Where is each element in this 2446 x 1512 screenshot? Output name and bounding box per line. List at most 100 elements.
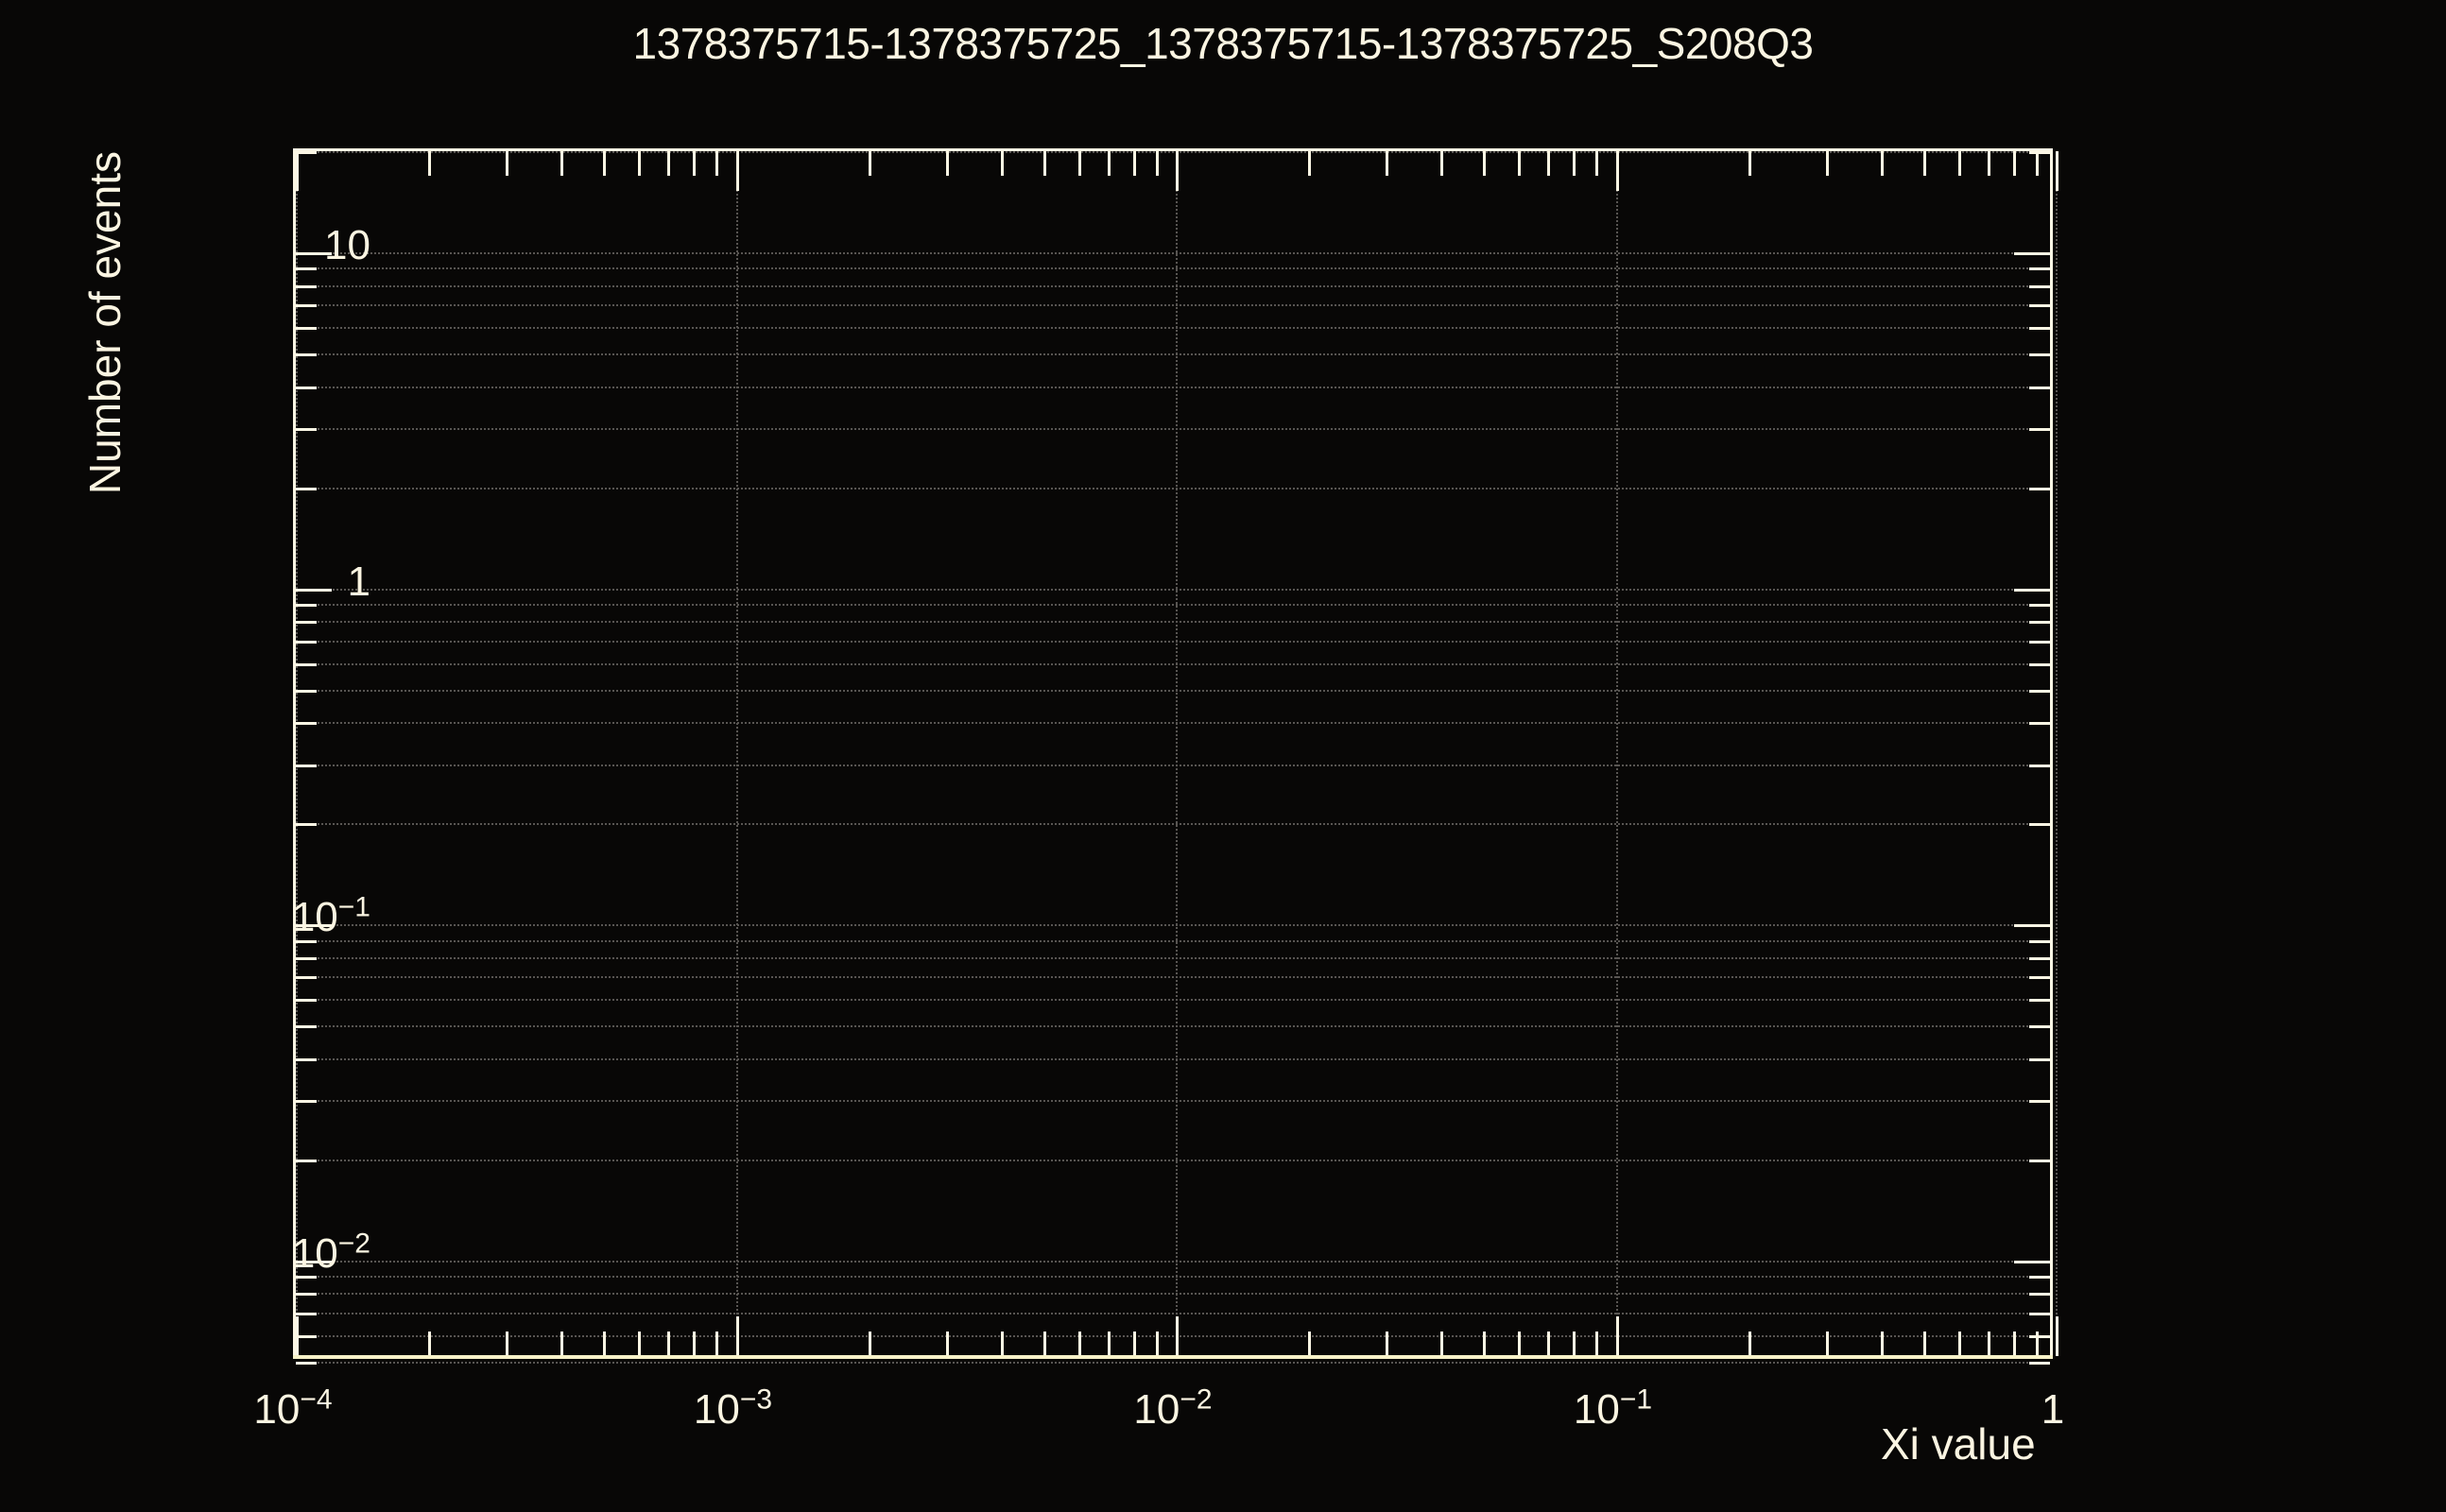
y-tick-minor [296, 1276, 317, 1280]
y-tick-minor [296, 689, 317, 693]
x-tick-minor-top [1748, 151, 1751, 176]
x-tick-minor-top [1440, 151, 1444, 176]
y-tick-major [296, 588, 332, 592]
y-tick-minor-right [2029, 1276, 2050, 1280]
x-tick-minor [1825, 1332, 1829, 1356]
y-tick-minor [296, 956, 317, 960]
y-tick-minor [296, 151, 317, 154]
gridline-horizontal [296, 353, 2050, 356]
x-tick-minor [868, 1332, 871, 1356]
gridline-horizontal [296, 1362, 2050, 1364]
y-tick-minor-right [2029, 621, 2050, 625]
x-tick-minor [2035, 1332, 2039, 1356]
x-tick-minor-top [1107, 151, 1111, 176]
gridline-horizontal [296, 151, 2050, 153]
y-tick-label: 10 [324, 222, 370, 269]
y-tick-minor [296, 976, 317, 980]
x-tick-minor-top [1386, 151, 1389, 176]
x-tick-minor-top [1825, 151, 1829, 176]
y-tick-minor [296, 304, 317, 308]
gridline-horizontal [296, 1100, 2050, 1103]
y-tick-minor-right [2029, 764, 2050, 767]
x-tick-minor [1132, 1332, 1136, 1356]
x-tick-minor [1440, 1332, 1444, 1356]
x-tick-minor-top [1000, 151, 1004, 176]
x-tick-minor-top [428, 151, 432, 176]
x-tick-major [735, 1316, 739, 1356]
gridline-vertical [1176, 151, 1178, 1356]
x-tick-minor [1987, 1332, 1990, 1356]
x-tick-minor-top [1987, 151, 1990, 176]
x-tick-label: 10−2 [1133, 1383, 1213, 1433]
x-tick-minor-top [1155, 151, 1159, 176]
y-tick-minor [296, 1334, 317, 1338]
x-tick-minor [638, 1332, 642, 1356]
x-tick-minor [506, 1332, 509, 1356]
gridline-horizontal [296, 588, 2050, 591]
x-tick-minor [667, 1332, 671, 1356]
x-tick-minor-top [1922, 151, 1926, 176]
gridline-horizontal [296, 428, 2050, 430]
x-axis-title: Xi value [1881, 1419, 2036, 1469]
y-tick-major-right [2014, 924, 2050, 928]
x-tick-minor-top [693, 151, 697, 176]
y-tick-minor-right [2029, 1293, 2050, 1297]
y-tick-major [296, 924, 332, 928]
y-tick-major-right [2014, 1260, 2050, 1263]
y-tick-minor [296, 1025, 317, 1029]
gridline-horizontal [296, 924, 2050, 927]
y-tick-minor [296, 487, 317, 490]
y-tick-minor [296, 1362, 317, 1365]
y-tick-minor-right [2029, 640, 2050, 644]
y-tick-minor-right [2029, 1100, 2050, 1104]
x-tick-major-top [735, 151, 739, 191]
y-tick-minor-right [2029, 1334, 2050, 1338]
y-tick-minor-right [2029, 1313, 2050, 1316]
x-tick-minor-top [667, 151, 671, 176]
gridline-vertical [296, 151, 298, 1356]
y-axis-title: Number of events [80, 151, 129, 495]
y-tick-minor-right [2029, 722, 2050, 726]
y-tick-minor [296, 284, 317, 288]
y-tick-minor [296, 267, 317, 271]
gridline-horizontal [296, 1293, 2050, 1296]
x-tick-minor-top [638, 151, 642, 176]
x-tick-minor-top [1308, 151, 1312, 176]
gridline-horizontal [296, 267, 2050, 270]
x-tick-minor-top [1483, 151, 1487, 176]
y-tick-minor [296, 1159, 317, 1162]
x-tick-minor-top [603, 151, 607, 176]
x-tick-minor [715, 1332, 719, 1356]
y-tick-minor-right [2029, 956, 2050, 960]
x-tick-minor [1880, 1332, 1884, 1356]
gridline-horizontal [296, 252, 2050, 255]
x-tick-minor-top [1595, 151, 1599, 176]
y-tick-minor-right [2029, 428, 2050, 431]
y-tick-minor-right [2029, 1057, 2050, 1061]
gridline-horizontal [296, 722, 2050, 725]
x-tick-minor-top [1573, 151, 1576, 176]
y-tick-minor [296, 999, 317, 1003]
y-tick-minor-right [2029, 151, 2050, 154]
y-tick-minor [296, 722, 317, 726]
gridline-horizontal [296, 304, 2050, 307]
gridline-horizontal [296, 621, 2050, 624]
x-tick-minor [945, 1332, 949, 1356]
x-tick-label: 10−1 [1573, 1383, 1653, 1433]
x-tick-minor [1155, 1332, 1159, 1356]
x-tick-minor-top [2035, 151, 2039, 176]
y-tick-minor [296, 386, 317, 389]
y-tick-minor-right [2029, 487, 2050, 490]
x-tick-minor [693, 1332, 697, 1356]
x-tick-label: 1 [2041, 1386, 2065, 1433]
y-tick-minor-right [2029, 304, 2050, 308]
gridline-vertical [1615, 151, 1618, 1356]
y-tick-major [296, 252, 332, 256]
y-tick-major-right [2014, 252, 2050, 256]
y-tick-label: 10−1 [291, 891, 370, 941]
x-tick-label: 10−3 [693, 1383, 773, 1433]
x-tick-major [1176, 1316, 1179, 1356]
y-tick-label: 10−2 [291, 1228, 370, 1277]
x-tick-minor-top [715, 151, 719, 176]
